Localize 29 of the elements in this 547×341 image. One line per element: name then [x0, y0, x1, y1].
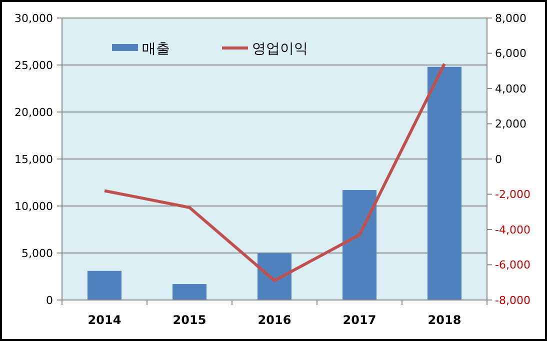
x-tick-label: 2015 — [172, 313, 206, 327]
bar — [88, 270, 122, 300]
x-tick-label: 2018 — [428, 313, 462, 327]
bar — [342, 190, 376, 300]
y-tick-label: 20,000 — [14, 106, 53, 119]
legend-label: 영업이익 — [252, 40, 308, 57]
bar — [428, 66, 462, 300]
x-tick-label: 2016 — [258, 313, 292, 327]
x-tick-label: 2017 — [342, 313, 376, 327]
y-tick-label: 10,000 — [14, 200, 53, 213]
legend-label: 매출 — [142, 40, 170, 57]
y-tick-label: 25,000 — [14, 58, 53, 72]
y2-tick-label: 6,000 — [495, 47, 526, 60]
y-tick-label: 15,000 — [14, 152, 53, 166]
y2-tick-label: 0 — [495, 152, 502, 166]
y2-tick-label: -8,000 — [495, 294, 530, 307]
y2-tick-label: 4,000 — [495, 82, 526, 96]
bar — [172, 284, 206, 300]
y2-tick-label: -6,000 — [495, 258, 530, 272]
y2-tick-label: 8,000 — [495, 12, 526, 25]
y-tick-label: 5,000 — [22, 246, 53, 260]
line-series — [103, 62, 446, 282]
y-tick-label: 30,000 — [14, 12, 53, 25]
bar — [258, 253, 292, 300]
x-tick-label: 2014 — [88, 313, 122, 327]
y2-tick-label: 2,000 — [495, 118, 526, 131]
y-tick-label: 0 — [46, 294, 53, 307]
y2-tick-label: -4,000 — [495, 223, 530, 236]
y2-tick-label: -2,000 — [495, 188, 530, 202]
